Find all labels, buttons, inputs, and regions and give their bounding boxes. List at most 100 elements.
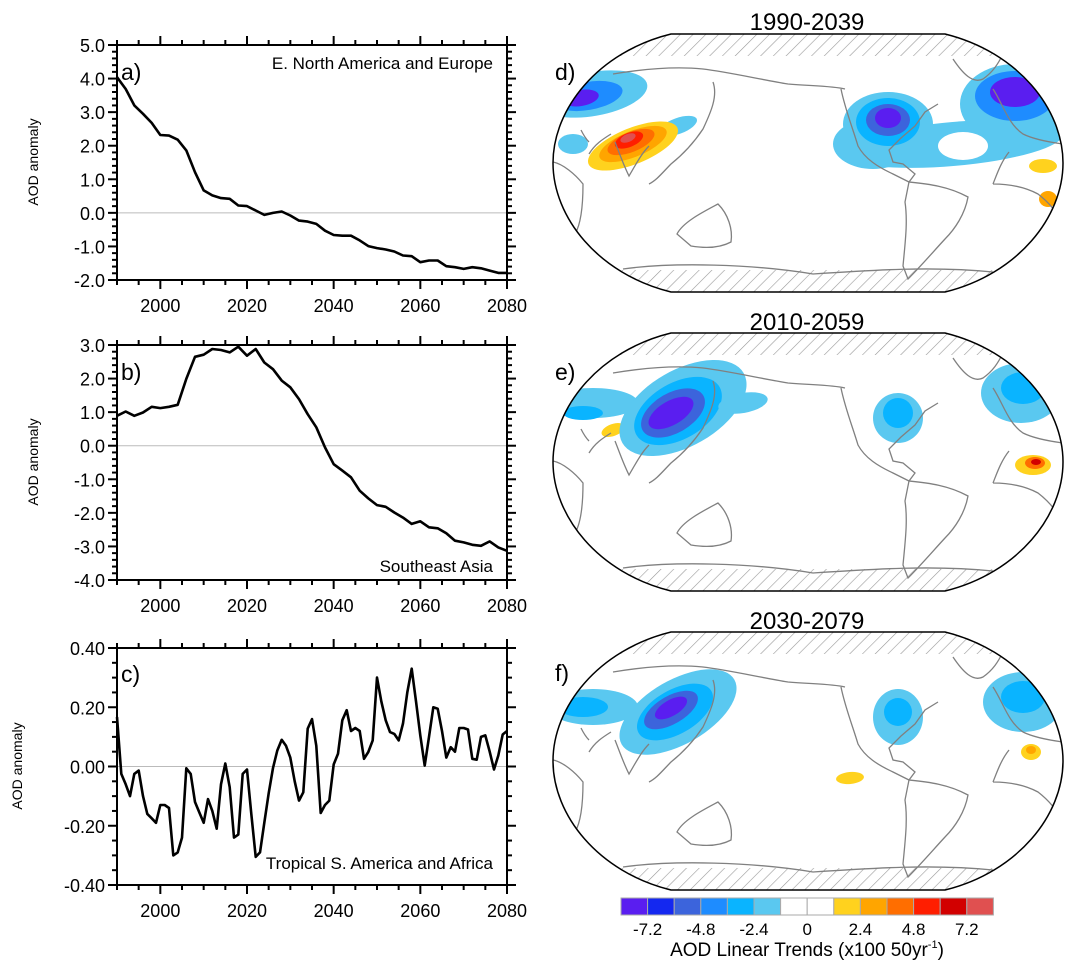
aod-trend-region: [1031, 459, 1041, 465]
ocean-background: [553, 632, 1063, 890]
coastline: [902, 480, 969, 580]
coastline: [992, 686, 1063, 743]
map-clip-group: [553, 34, 1063, 292]
colorbar-swatch: [859, 897, 888, 916]
panel-label: a): [121, 59, 141, 85]
map-outline: [552, 332, 1064, 592]
colorbar-swatch: [647, 897, 675, 916]
colorbar-tick-label: -4.8: [686, 920, 715, 939]
coastline: [553, 161, 584, 235]
colorbar-tick-label: -2.4: [739, 920, 768, 939]
coastline: [840, 88, 939, 183]
map-canvas: [552, 631, 1064, 891]
aod-trend-region: [990, 77, 1040, 107]
aod-trend-region: [718, 392, 768, 414]
coastline: [648, 679, 716, 783]
coastline: [676, 801, 733, 847]
aod-trend-region: [1001, 681, 1045, 713]
x-tick-label: 2060: [400, 901, 440, 921]
y-tick-label: -2.0: [74, 504, 105, 524]
aod-anomaly-line: [115, 76, 507, 275]
colorbar-swatch: [620, 897, 649, 916]
coastline: [992, 88, 1063, 145]
aod-trend-region: [875, 108, 901, 128]
y-tick-label: 1.0: [80, 403, 105, 423]
coastline: [622, 862, 994, 873]
map-title: 1990-2039: [750, 9, 865, 36]
colorbar-tick-label: 4.8: [902, 920, 926, 939]
map-outline: [552, 631, 1064, 891]
coastline: [648, 81, 716, 185]
hatched-south-polar-region: [553, 569, 1063, 591]
aod-trend-region: [1026, 746, 1036, 754]
coastline: [580, 129, 650, 178]
coastline: [622, 563, 994, 574]
chart-annotation: E. North America and Europe: [272, 54, 493, 73]
y-axis-label: AOD anomaly: [25, 118, 41, 205]
coastline: [840, 387, 939, 482]
panel-label: b): [121, 359, 141, 385]
x-tick-label: 2060: [400, 296, 440, 316]
coastline: [622, 264, 994, 275]
map-clip-group: [553, 632, 1063, 890]
hatched-north-polar-region: [553, 632, 1063, 654]
x-tick-label: 2080: [487, 296, 527, 316]
y-tick-label: -0.40: [64, 876, 105, 896]
panel-label: f): [555, 660, 569, 686]
y-tick-label: 5.0: [80, 36, 105, 56]
map-title: 2010-2059: [750, 309, 865, 336]
colorbar-title: AOD Linear Trends (x100 50yr-1): [670, 939, 944, 961]
map-canvas: [552, 33, 1064, 293]
map-canvas: [552, 332, 1064, 592]
aod-trend-region: [620, 133, 636, 143]
line-chart-c: c) Tropical S. America and Africa AOD an…: [9, 639, 527, 921]
y-tick-label: 4.0: [80, 70, 105, 90]
map-title: 2030-2079: [750, 608, 865, 635]
map-d: 1990-2039 d): [552, 9, 1064, 293]
colorbar-swatch: [753, 897, 782, 916]
aod-trend-region: [938, 132, 988, 160]
colorbar-swatch: [700, 897, 728, 916]
colorbar-swatch: [726, 897, 755, 916]
x-tick-label: 2040: [314, 596, 354, 616]
x-tick-label: 2080: [487, 596, 527, 616]
aod-trend-region: [601, 423, 625, 437]
colorbar-tick-label: -7.2: [633, 920, 662, 939]
plot-frame: [116, 44, 508, 281]
colorbar-tick-label: 2.4: [849, 920, 873, 939]
aod-trend-region: [558, 134, 588, 154]
y-tick-label: -3.0: [74, 537, 105, 557]
colorbar-swatch: [833, 897, 861, 916]
aod-anomaly-line: [116, 345, 508, 553]
y-tick-label: 0.40: [70, 639, 105, 659]
colorbar-swatch: [913, 897, 941, 916]
coastline: [676, 502, 733, 548]
y-tick-label: -1.0: [74, 237, 105, 257]
colorbar: AOD Linear Trends (x100 50yr-1) -7.2 -4.8…: [620, 897, 994, 961]
coastline: [553, 460, 584, 534]
y-tick-label: 1.0: [80, 170, 105, 190]
ocean-background: [553, 333, 1063, 591]
x-tick-label: 2020: [227, 296, 267, 316]
colorbar-swatch: [966, 897, 994, 916]
x-tick-label: 2000: [140, 901, 180, 921]
colorbar-swatch: [780, 897, 808, 916]
hatched-south-polar-region: [553, 270, 1063, 292]
y-tick-label: -2.0: [74, 271, 105, 291]
aod-trend-region: [1029, 159, 1057, 173]
y-tick-label: -0.20: [64, 817, 105, 837]
aod-trend-region: [1039, 191, 1057, 207]
panel-label: d): [555, 59, 575, 85]
aod-trend-region: [553, 219, 564, 239]
x-tick-label: 2000: [140, 596, 180, 616]
coastline: [902, 181, 969, 281]
colorbar-swatch: [673, 897, 702, 916]
y-tick-label: 2.0: [80, 137, 105, 157]
coastline: [992, 387, 1063, 444]
coastline: [840, 686, 939, 781]
x-tick-label: 2000: [140, 296, 180, 316]
coastline: [580, 428, 650, 477]
coastline: [648, 380, 716, 484]
y-tick-label: 0.20: [70, 698, 105, 718]
